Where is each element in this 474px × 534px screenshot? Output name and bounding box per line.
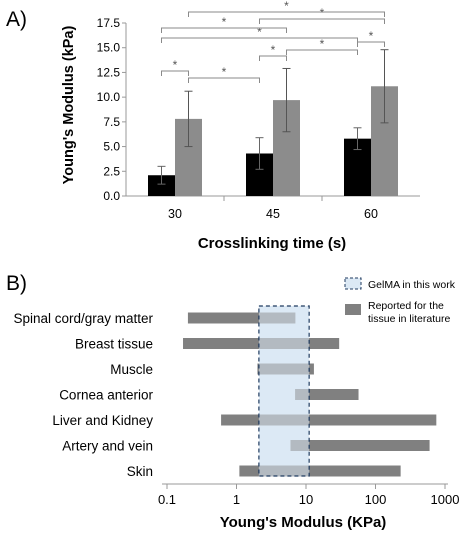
panel-a-y-tick-label-6: 15.0 [97,41,121,55]
panel-a-x-tick-label-30: 30 [168,207,182,221]
panel-a-y-tick-label-4: 10.0 [97,90,121,104]
panel-a-y-ticks: 0.0 2.5 5.0 7.5 10.0 12.5 15.0 17.5 [97,16,126,203]
panel-a-significance-star-2: * [271,43,276,57]
panel-a-significance-bracket-2 [259,55,287,61]
panel-a-bar-30-series-0 [148,175,175,196]
panel-b-x-axis-title: Young's Modulus (KPa) [220,514,387,531]
panel-b-legend-label-reported-line1: Reported for the [368,300,444,312]
panel-a-significance-star-0: * [222,65,227,79]
panel-a-x-ticks: 30 45 60 [168,196,378,221]
panel-a-x-tick-label-45: 45 [266,207,280,221]
panel-a-y-axis-title: Young's Modulus (kPa) [61,26,77,185]
panel-a-significance-star-1: * [173,58,178,72]
panel-b-gelma-band-outline [258,305,310,477]
panel-b-range-bar-overlap-5 [290,440,310,451]
panel-a-significance-bracket-0 [188,77,260,83]
panel-b-x-ticks: 0.1 1 10 100 1000 [158,484,460,507]
panel-b-x-tick-label-0: 0.1 [158,492,176,507]
panel-a-y-tick-label-1: 2.5 [103,164,120,178]
panel-a-significance-bracket-6 [161,27,287,33]
panel-a-significance-bracket-4 [357,41,385,47]
panel-b-range-bar-4 [221,414,437,426]
panel-b-x-tick-label-4: 1000 [431,492,460,507]
panel-a-significance-star-5: * [257,25,262,39]
panel-b-category-label-5: Artery and vein [62,439,153,454]
panel-b-x-tick-label-3: 100 [365,492,387,507]
panel-a-significance-star-6: * [222,15,227,29]
panel-a-significance-star-7: * [320,6,325,20]
panel-b-legend: GelMA in this work Reported for thetissue… [344,277,456,325]
panel-b-category-labels: Spinal cord/gray matter Breast tissue Musc… [13,311,153,479]
panel-a-y-tick-label-3: 7.5 [103,115,120,129]
panel-b-range-bar-overlap-1 [258,338,310,349]
panel-b-bars [183,312,437,477]
panel-a-significance-bracket-7 [259,18,385,24]
panel-b-x-tick-label-1: 1 [233,492,240,507]
panel-a-bars [148,49,398,196]
panel-a-x-axis-title: Crosslinking time (s) [198,235,346,252]
panel-a-significance-star-4: * [369,29,374,43]
panel-b-range-bar-overlap-2 [258,363,310,375]
panel-b-range-bar-overlap-4 [258,414,310,426]
panel-b-legend-swatch-reported [345,304,361,315]
panel-a-y-tick-label-2: 5.0 [103,140,120,154]
panel-a-label: A) [6,8,27,31]
panel-a-y-tick-label-0: 0.0 [103,189,120,203]
panel-b-category-label-3: Cornea anterior [59,388,153,403]
panel-a-significance-bracket-3 [286,49,358,55]
panel-b-legend-label-gelma: GelMA in this work [368,279,456,291]
panel-a-significance-star-8: * [284,0,289,13]
panel-b-category-label-4: Liver and Kidney [52,413,153,428]
panel-b-range-bar-3 [295,389,359,400]
panel-b-range-bar-5 [290,440,430,451]
panel-b-gelma-outline-layer [258,305,310,477]
panel-a-y-tick-label-7: 17.5 [97,16,121,30]
panel-b-legend-swatch-gelma [344,277,362,290]
panel-a-significance-bracket-1 [161,70,189,76]
panel-a-y-tick-label-5: 12.5 [97,65,121,79]
panel-a-bar-chart: A) Young's Modulus (kPa) 0.0 2.5 5.0 7.5 10.… [6,0,420,252]
panel-a-significance-star-3: * [320,37,325,51]
panel-a-significance-bracket-8 [188,11,385,17]
panel-b-category-label-0: Spinal cord/gray matter [13,311,153,326]
panel-b-range-bar-6 [239,465,401,477]
panel-a-x-tick-label-60: 60 [364,207,378,221]
panel-b-legend-label-reported-line2: tissue in literature [368,313,450,325]
panel-b-range-bar-0 [187,312,296,324]
panel-b-category-label-2: Muscle [110,362,153,377]
panel-b-range-bar-overlap-0 [258,312,296,324]
panel-a-significance-brackets: * * * * * * * * * [161,0,385,83]
panel-b-range-bar-overlap-6 [258,465,310,477]
panel-b-category-label-1: Breast tissue [75,337,153,352]
panel-b-x-tick-label-2: 10 [299,492,313,507]
panel-b-category-label-6: Skin [127,464,153,479]
panel-b-range-chart: B) 0.1 1 10 100 1000 Spinal cord/gray matter… [6,272,459,531]
panel-a-significance-bracket-5 [161,37,358,43]
panel-b-label: B) [6,272,27,295]
panel-b-range-bar-overlap-3 [295,389,310,400]
